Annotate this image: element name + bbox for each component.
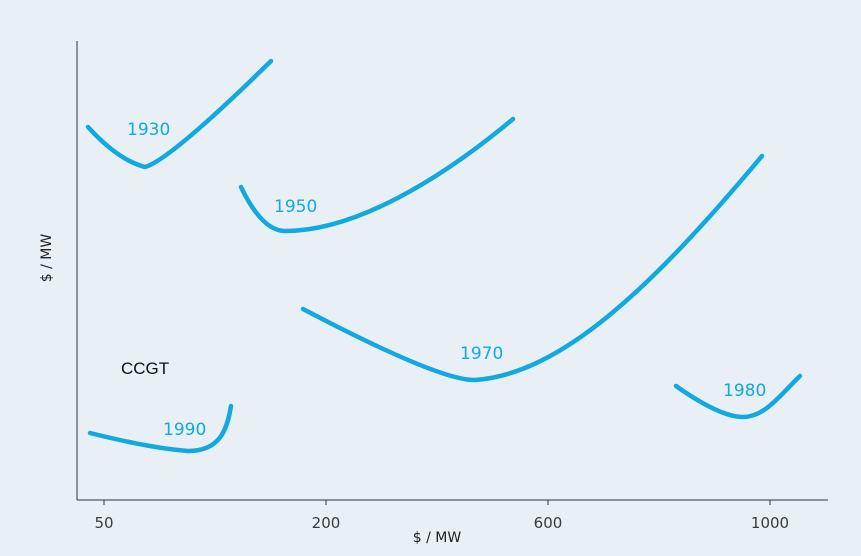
series-layer: 1930 1950 1970 1980 1990: [85, 58, 803, 454]
y-axis-label: $ / MW: [39, 234, 55, 283]
series-label-1990: 1990: [163, 420, 206, 440]
series-line-1930: [85, 58, 274, 170]
x-tick-label: 200: [312, 514, 341, 532]
series-label-1970: 1970: [460, 344, 503, 364]
x-tick-label: 1000: [751, 514, 789, 532]
x-axis-label: $ / MW: [413, 530, 462, 546]
series-line-1950: [238, 116, 516, 234]
ccgt-annotation: CCGT: [121, 359, 169, 378]
series-line-1990: [87, 403, 234, 454]
x-tick-label: 600: [534, 514, 563, 532]
series-label-1980: 1980: [723, 381, 766, 401]
series-line-1970: [300, 153, 765, 383]
x-tick-label: 50: [94, 514, 113, 532]
series-line-1980: [673, 373, 803, 420]
x-tick-labels: 50 200 600 1000: [94, 514, 789, 532]
plot-area: [76, 41, 828, 505]
series-label-1930: 1930: [127, 120, 170, 140]
series-label-1950: 1950: [274, 197, 317, 217]
